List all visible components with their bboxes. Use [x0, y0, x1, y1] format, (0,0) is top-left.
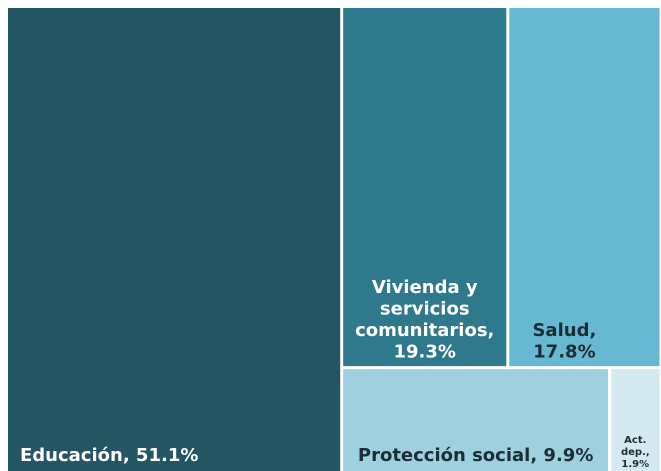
cell-label: Act. dep., 1.9% [621, 435, 650, 470]
treemap-cell [343, 8, 507, 367]
treemap-cell [343, 369, 609, 471]
cell-label-line: Vivienda y [372, 277, 478, 298]
cell-label: Protección social, 9.9% [358, 445, 593, 466]
cell-label-line: Protección social, 9.9% [358, 445, 593, 466]
cell-label-line: Act. [624, 435, 646, 446]
treemap-cell [509, 8, 660, 367]
treemap-cell [8, 8, 341, 471]
cell-label-line: 1.9% [621, 459, 649, 470]
cell-label-line: comunitarios, [355, 320, 494, 341]
cell-label: Vivienda y servicios comunitarios, 19.3% [355, 277, 494, 363]
cell-label-line: 17.8% [533, 342, 595, 363]
cell-label-line: dep., [621, 447, 650, 458]
cell-label: Salud, 17.8% [532, 320, 596, 363]
cell-label-line: Educación, 51.1% [20, 445, 198, 466]
cell-label-line: servicios [380, 298, 470, 319]
cell-label: Educación, 51.1% [20, 445, 198, 466]
treemap-cell [611, 369, 660, 471]
cell-label-line: Salud, [532, 320, 596, 341]
cell-label-line: 19.3% [394, 342, 456, 363]
